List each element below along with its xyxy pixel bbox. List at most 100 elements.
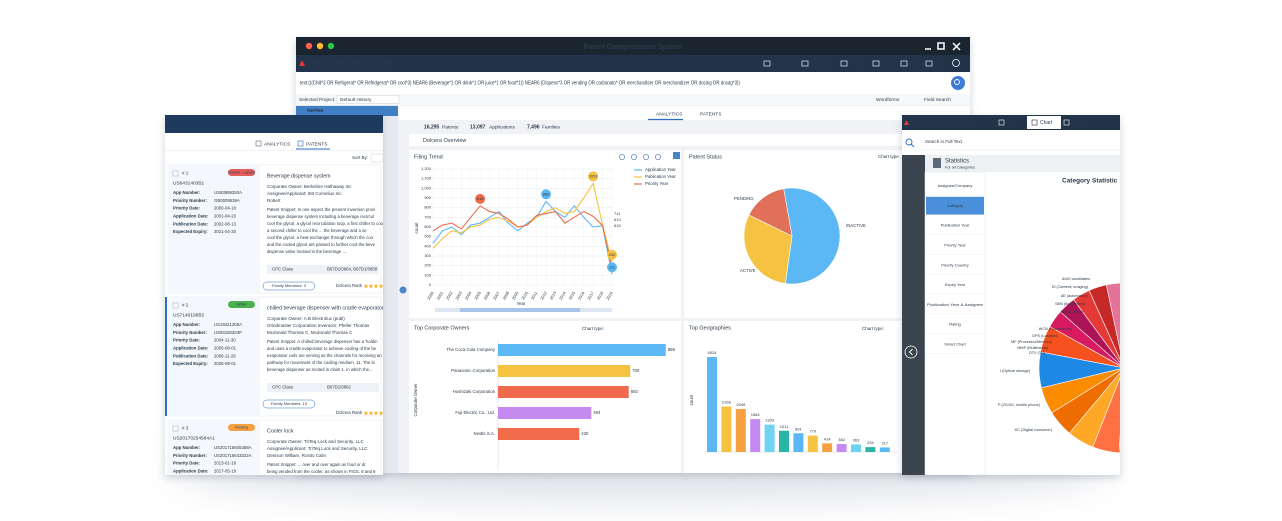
field-label: Expected Expiry: xyxy=(173,361,208,366)
stat-label: Families xyxy=(542,124,560,130)
menu-item[interactable]: Assignee/Company xyxy=(938,183,973,188)
user-avatar[interactable] xyxy=(952,59,960,67)
patent-number[interactable]: US6431403B1 xyxy=(173,180,205,186)
patent-title[interactable]: Beverage dispense system xyxy=(267,173,331,179)
maximize-button[interactable] xyxy=(937,42,945,50)
x-tick-label: 2016 xyxy=(577,290,586,301)
menu-item[interactable]: Category xyxy=(947,203,963,208)
data-label: 234 xyxy=(867,440,874,445)
tab[interactable]: PATENTS xyxy=(700,111,721,117)
menu-item[interactable]: Publication Year xyxy=(941,223,970,228)
tab[interactable]: ANALYTICS xyxy=(656,111,682,117)
search-input[interactable]: Search in Full Text xyxy=(925,139,963,144)
trend-line xyxy=(432,205,613,269)
menu-item[interactable]: Priority Year xyxy=(944,242,966,247)
data-label: 818 xyxy=(477,196,484,201)
nav-item[interactable]: Help xyxy=(934,61,945,67)
expand-button[interactable] xyxy=(673,152,680,159)
chart-tool[interactable] xyxy=(655,154,661,160)
patent-title[interactable]: chilled beverage dispenser with cradle e… xyxy=(267,305,384,311)
nav-item[interactable]: Dashboards xyxy=(772,61,799,67)
menu-item[interactable]: Smart Chart xyxy=(944,341,966,346)
y-tick-label: 700 xyxy=(424,214,431,219)
family-pill[interactable] xyxy=(262,399,316,409)
slice-label: SBN (Broadband) xyxy=(1055,302,1086,306)
section-header xyxy=(902,155,1120,172)
patent-snippet: Patent Snippet: A chilled beverage dispe… xyxy=(267,339,378,344)
chart-tool[interactable] xyxy=(631,154,637,160)
card-index: # 3 xyxy=(182,426,189,431)
patent-info: Assignee/Applicant: IMI Cornelius Inc xyxy=(267,191,342,196)
nav-icon xyxy=(763,60,771,67)
patent-number[interactable]: US20170254584A1 xyxy=(173,435,215,441)
project-label: Selected Project: xyxy=(299,97,335,103)
field-value: US201715605358A xyxy=(214,445,252,450)
sort-select[interactable] xyxy=(370,153,383,163)
search-button[interactable] xyxy=(951,76,965,90)
chart-title: Patent Status xyxy=(689,154,722,160)
tab[interactable]: ANALYTICS xyxy=(264,141,290,147)
y-tick-label: 100 xyxy=(424,272,431,277)
tab[interactable]: PATENTS xyxy=(306,141,327,147)
panel-content: Dolcera Patent Management Data Chart Report… xyxy=(902,115,1120,475)
y-tick-label: 1,200 xyxy=(421,166,432,171)
menu-item[interactable]: Rating xyxy=(949,322,961,327)
patent-info: Grindmaster Corporation Inventors: Pfeif… xyxy=(267,323,370,328)
side-strip xyxy=(902,155,925,475)
field-label: Expected Expiry: xyxy=(173,229,208,234)
rank-label: Dolcera Rank xyxy=(336,410,363,415)
x-tick-label: 2007 xyxy=(492,290,501,301)
rank-star xyxy=(373,410,379,416)
collapse-toggle[interactable] xyxy=(399,286,407,294)
collapse-button[interactable] xyxy=(904,345,918,359)
y-tick-label: 900 xyxy=(424,195,431,200)
menu-item[interactable]: Priority Country xyxy=(941,262,969,267)
rank-star xyxy=(373,283,379,289)
window-control[interactable] xyxy=(305,42,313,50)
card-checkbox[interactable] xyxy=(172,425,179,432)
nav-item[interactable]: Downloads xyxy=(810,61,835,67)
chart-tool[interactable] xyxy=(643,154,649,160)
patent-title[interactable]: Cooler lock xyxy=(267,428,294,434)
status-text: Active xyxy=(237,303,247,307)
project-select[interactable] xyxy=(336,95,400,104)
patent-snippet: Patent Snippet: In one aspect the presen… xyxy=(267,207,375,212)
axis-label: count xyxy=(689,394,694,405)
card-checkbox[interactable] xyxy=(172,302,179,309)
menu-item[interactable]: Expiry Year xyxy=(945,282,966,287)
window-control[interactable] xyxy=(316,42,324,50)
app-bar xyxy=(296,55,970,72)
nav-item[interactable]: Alerts xyxy=(909,61,922,67)
nav-item[interactable]: History xyxy=(881,61,897,67)
nav-item[interactable]: Projects xyxy=(849,61,868,67)
app-name: Dolcera Patent Management xyxy=(911,120,975,126)
field-value: US19421305A xyxy=(214,322,242,327)
card-checkbox[interactable] xyxy=(172,170,179,177)
close-button[interactable] xyxy=(952,42,961,51)
tab[interactable]: Data xyxy=(1007,120,1018,126)
range-handle[interactable] xyxy=(460,308,580,312)
field-search-button[interactable]: Field Search xyxy=(924,97,951,103)
tab[interactable]: Reports xyxy=(1072,120,1090,126)
sort-label: Sort By: xyxy=(352,155,368,160)
tab-icon xyxy=(297,140,304,147)
point-callout xyxy=(607,249,617,260)
panel-content: ANALYTICS PATENTS Sort By: # 1 US6431403B1 Ap… xyxy=(165,115,384,475)
patent-number[interactable]: US7140196B2 xyxy=(173,312,205,318)
wordforms-button[interactable]: Wordforms xyxy=(876,97,900,103)
menu-item[interactable]: Publication Year & Assignee xyxy=(927,302,984,307)
field-label: Publication Date: xyxy=(173,353,209,358)
chart-tool[interactable] xyxy=(619,154,625,160)
y-tick-label: 500 xyxy=(424,234,431,239)
pie-slice xyxy=(1118,433,1120,454)
cpc-value: B67D1/0862 xyxy=(327,385,352,390)
window-control[interactable] xyxy=(327,42,335,50)
chart-type-label: Chart type xyxy=(878,154,899,159)
patent-info: Corporate Owner: TriTeq Lock and Securit… xyxy=(267,439,364,444)
family-pill[interactable] xyxy=(262,281,316,291)
tab[interactable]: Chart xyxy=(1040,120,1053,126)
slice-label: AMO candidates xyxy=(1062,277,1090,281)
slice-label: I (Optical storage) xyxy=(1000,369,1031,373)
rank-star xyxy=(368,410,374,416)
